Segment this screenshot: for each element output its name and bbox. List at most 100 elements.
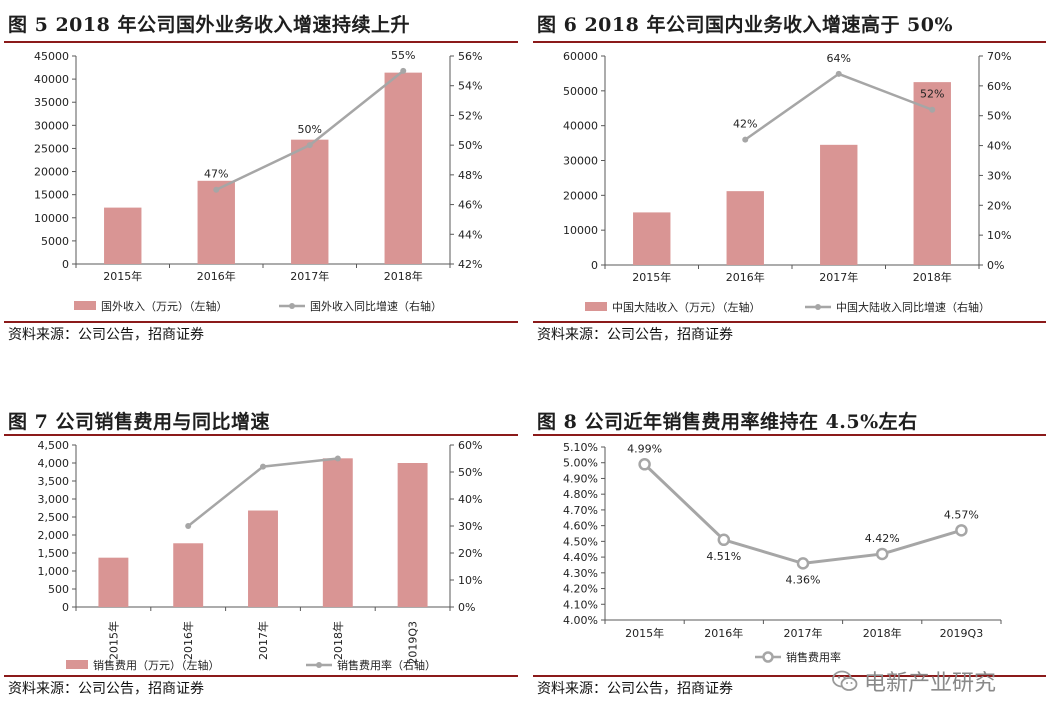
y2-tick-label: 10% [987,229,1011,242]
y2-tick-label: 40% [458,493,482,506]
y-tick-label: 4.40% [563,551,598,564]
x-tick-label: 2018年 [384,269,423,283]
x-tick-label: 2018年 [331,621,345,660]
legend-marker [316,662,322,668]
legend-marker [815,304,821,310]
y2-tick-label: 56% [458,50,482,63]
y2-tick-label: 50% [458,139,482,152]
title-divider [4,41,518,43]
source-note: 资料来源：公司公告，招商证券 [537,327,733,343]
y2-tick-label: 42% [458,258,482,271]
y-tick-label: 3,500 [38,475,70,488]
x-tick-label: 2017年 [819,270,858,284]
source-divider [4,321,518,323]
legend-label: 销售费用率（右轴） [337,658,436,672]
chart-title: 图 6 2018 年公司国内业务收入增速高于 50% [537,14,954,36]
y2-tick-label: 52% [458,109,482,122]
chart-title: 图 8 公司近年销售费用率维持在 4.5%左右 [537,411,918,433]
watermark: 电新产业研究 [832,666,996,696]
source-note: 资料来源：公司公告，招商证券 [8,681,204,697]
x-tick-label: 2015年 [632,270,671,284]
y2-tick-label: 10% [458,574,482,587]
y-tick-label: 60000 [563,50,598,63]
y-tick-label: 4.90% [563,472,598,485]
data-point [400,67,407,74]
data-point [835,70,842,77]
y-tick-label: 4.10% [563,598,598,611]
legend-label: 销售费用率 [786,650,841,664]
x-tick-label: 2015年 [103,269,142,283]
chart-panel-domestic-revenue: 图 6 2018 年公司国内业务收入增速高于 50% 0 10000 20000 30… [533,8,1046,348]
bar [104,207,142,264]
data-label: 4.57% [944,508,979,521]
domestic-revenue-chart: 0 10000 20000 30000 40000 50000 60000 0% 10% 20% 3… [563,50,1011,314]
y-tick-label: 0 [62,601,69,614]
y2-tick-label: 20% [458,547,482,560]
data-label: 64% [827,52,851,65]
data-label: 4.36% [786,573,821,586]
y-tick-label: 40000 [563,120,598,133]
y2-tick-label: 20% [987,199,1011,212]
data-point [334,455,341,462]
bar [248,510,278,607]
source-note: 资料来源：公司公告，招商证券 [537,681,733,697]
source-note: 资料来源：公司公告，招商证券 [8,327,204,343]
x-tick-label: 2015年 [106,621,120,660]
data-point [306,142,313,149]
chart-title: 图 5 2018 年公司国外业务收入增速持续上升 [8,14,410,36]
x-tick-label: 2016年 [197,269,236,283]
x-tick-label: 2016年 [726,270,765,284]
y-tick-label: 0 [591,259,598,272]
y-tick-label: 3,000 [38,493,70,506]
legend-swatch-bar [585,302,607,311]
data-point [717,533,731,547]
y-tick-label: 20000 [34,166,69,179]
y-tick-label: 4.00% [563,614,598,627]
y-tick-label: 5.00% [563,457,598,470]
title-divider [533,434,1046,436]
sales-expense-ratio-chart: 4.00% 4.10% 4.20% 4.30% 4.40% 4.50% 4.60% 4.70%… [563,441,1002,664]
y-tick-label: 5000 [41,235,69,248]
y-tick-label: 4,500 [38,439,70,452]
data-label: 4.99% [627,442,662,455]
bar [98,557,129,607]
y-tick-label: 1,000 [38,565,70,578]
x-tick-label: 2016年 [704,626,743,640]
y-tick-label: 1,500 [38,547,70,560]
title-divider [4,434,518,436]
source-divider [533,321,1046,323]
sales-expense-chart: 0 500 1,000 1,500 2,000 2,500 3,000 3,500 4,000 4… [38,439,483,672]
y-tick-label: 5.10% [563,441,598,454]
y-tick-label: 0 [62,258,69,271]
y-tick-label: 30000 [563,155,598,168]
y-tick-label: 15000 [34,189,69,202]
y2-tick-label: 60% [458,439,482,452]
y-tick-label: 4.80% [563,488,598,501]
data-label: 47% [204,168,228,181]
y-tick-label: 10000 [563,224,598,237]
bar [633,212,671,265]
data-label: 4.51% [706,550,741,563]
legend-marker [289,303,295,309]
x-tick-label: 2017年 [784,626,823,640]
bar [197,180,235,264]
y-tick-label: 4,000 [38,457,70,470]
y-tick-label: 25000 [34,142,69,155]
x-tick-label: 2018年 [863,626,902,640]
y-tick-label: 20000 [563,189,598,202]
x-tick-label: 2019Q3 [940,627,984,640]
data-label: 50% [298,123,322,136]
wechat-icon [832,670,858,691]
y-tick-label: 500 [48,583,69,596]
y-tick-label: 50000 [563,85,598,98]
y-tick-label: 4.70% [563,504,598,517]
y-tick-label: 4.20% [563,583,598,596]
y-tick-label: 35000 [34,96,69,109]
y-tick-label: 2,000 [38,529,70,542]
source-divider [4,675,518,677]
y2-tick-label: 0% [458,601,475,614]
data-point [260,463,266,470]
y-tick-label: 2,500 [38,511,70,524]
data-label: 55% [391,49,415,62]
x-tick-label: 2017年 [256,621,270,660]
